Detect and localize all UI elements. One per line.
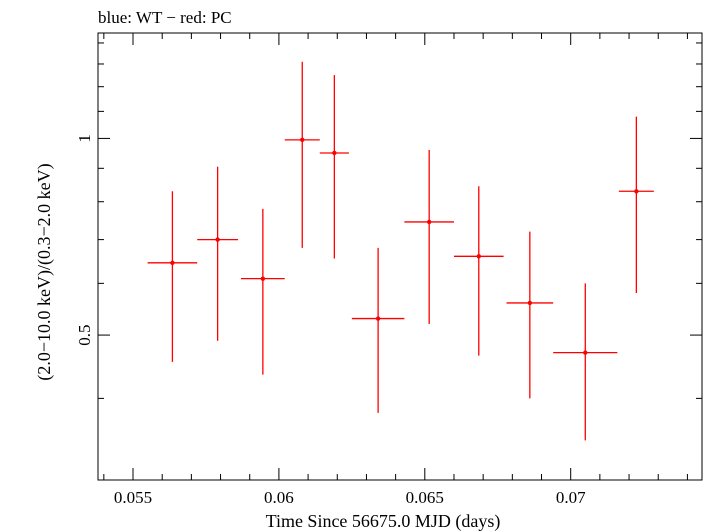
data-marker xyxy=(332,150,337,156)
data-point-6 xyxy=(351,247,405,413)
y-axis-ticks xyxy=(98,42,702,481)
data-series-pc xyxy=(147,61,654,441)
data-point-11 xyxy=(618,116,654,293)
data-marker xyxy=(527,300,533,306)
data-point-10 xyxy=(553,283,618,441)
data-point-7 xyxy=(404,149,454,324)
y-axis-tick-labels: 0.51 xyxy=(75,134,94,346)
x-axis-ticks xyxy=(103,33,688,480)
data-marker xyxy=(476,254,481,259)
data-marker xyxy=(634,189,639,194)
data-point-9 xyxy=(506,231,554,399)
data-point-1 xyxy=(147,191,198,362)
x-tick-label: 0.055 xyxy=(114,488,152,507)
data-point-5 xyxy=(319,75,349,259)
data-point-8 xyxy=(453,186,504,356)
y-tick-label: 0.5 xyxy=(75,324,94,345)
data-marker xyxy=(300,137,305,143)
x-tick-label: 0.065 xyxy=(406,488,444,507)
data-marker xyxy=(375,316,381,321)
x-tick-label: 0.07 xyxy=(556,488,586,507)
data-point-2 xyxy=(197,166,239,341)
data-point-4 xyxy=(284,61,320,248)
x-tick-label: 0.06 xyxy=(264,488,294,507)
plot-frame xyxy=(97,32,703,481)
data-marker xyxy=(170,260,175,266)
x-axis-label: Time Since 56675.0 MJD (days) xyxy=(266,511,501,532)
data-marker xyxy=(426,219,432,225)
data-marker xyxy=(583,350,588,355)
data-marker xyxy=(215,237,220,242)
y-axis-label: (2.0−10.0 keV)/(0.3−2.0 keV) xyxy=(34,163,55,380)
y-tick-label: 1 xyxy=(75,134,94,143)
x-axis-tick-labels: 0.055 0.06 0.065 0.07 xyxy=(114,488,586,507)
data-marker xyxy=(260,276,266,281)
data-point-3 xyxy=(240,208,285,375)
chart-title: blue: WT − red: PC xyxy=(98,8,232,27)
